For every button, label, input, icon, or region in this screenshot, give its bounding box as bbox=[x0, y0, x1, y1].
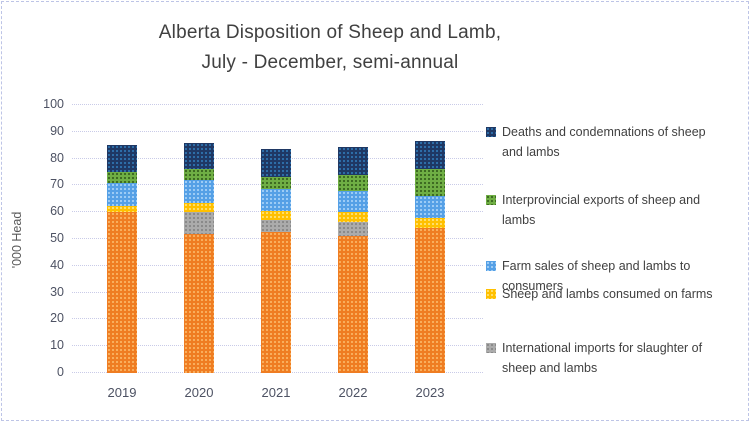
legend-item-yellow: Sheep and lambs consumed on farms bbox=[486, 284, 744, 304]
legend-swatch-gray bbox=[486, 343, 496, 353]
bar-segment-yellow-2023 bbox=[415, 217, 445, 229]
bar-segment-gray-2020 bbox=[184, 212, 214, 234]
legend-item-gray: International imports for slaughter of sh… bbox=[486, 338, 744, 378]
legend-label-blue: Farm sales of sheep and lambs to consumer… bbox=[502, 259, 691, 293]
x-tick-label-2019: 2019 bbox=[107, 385, 137, 400]
chart-title-line2: July - December, semi-annual bbox=[201, 52, 459, 73]
bar-2023 bbox=[415, 141, 445, 373]
gridline-90 bbox=[72, 130, 483, 132]
bar-segment-navy-2020 bbox=[184, 142, 214, 170]
bar-segment-orange-2019 bbox=[107, 212, 137, 373]
y-tick-label-0: 0 bbox=[57, 365, 64, 379]
bar-segment-blue-2022 bbox=[338, 190, 368, 213]
bar-segment-navy-2021 bbox=[261, 149, 291, 178]
bar-segment-orange-2023 bbox=[415, 228, 445, 373]
bar-2022 bbox=[338, 146, 368, 373]
legend-label-navy: Deaths and condemnations of sheep and lam… bbox=[502, 125, 706, 159]
bar-segment-yellow-2021 bbox=[261, 210, 291, 221]
chart-title: Alberta Disposition of Sheep and Lamb, J… bbox=[105, 18, 555, 78]
bar-segment-green-2020 bbox=[184, 169, 214, 181]
bar-segment-blue-2020 bbox=[184, 180, 214, 203]
x-tick-label-2021: 2021 bbox=[261, 385, 291, 400]
bar-segment-green-2022 bbox=[338, 174, 368, 191]
legend-item-blue: Farm sales of sheep and lambs to consumer… bbox=[486, 256, 744, 296]
bar-segment-yellow-2020 bbox=[184, 202, 214, 213]
bar-segment-blue-2023 bbox=[415, 196, 445, 218]
gridline-100 bbox=[72, 104, 483, 105]
y-tick-label-80: 80 bbox=[50, 150, 64, 165]
bar-segment-yellow-2022 bbox=[338, 212, 368, 222]
y-tick-label-50: 50 bbox=[50, 231, 64, 245]
y-tick-label-30: 30 bbox=[50, 284, 64, 299]
x-tick-label-2020: 2020 bbox=[184, 385, 214, 400]
legend-swatch-yellow bbox=[486, 289, 496, 299]
legend-swatch-blue bbox=[486, 261, 496, 271]
bar-segment-gray-2022 bbox=[338, 221, 368, 237]
bar-2019 bbox=[107, 145, 137, 373]
legend-swatch-navy bbox=[486, 127, 496, 137]
y-tick-label-40: 40 bbox=[50, 257, 64, 272]
y-axis-title: '000 Head bbox=[10, 211, 24, 269]
y-tick-label-60: 60 bbox=[50, 204, 64, 219]
legend-label-green: Interprovincial exports of sheep and lamb… bbox=[502, 193, 701, 227]
bar-segment-navy-2019 bbox=[107, 145, 137, 173]
chart-title-line1: Alberta Disposition of Sheep and Lamb, bbox=[158, 22, 502, 43]
bar-segment-orange-2022 bbox=[338, 236, 368, 373]
legend-item-navy: Deaths and condemnations of sheep and lam… bbox=[486, 122, 744, 162]
bar-segment-orange-2020 bbox=[184, 233, 214, 373]
y-tick-label-10: 10 bbox=[50, 338, 64, 353]
y-tick-label-70: 70 bbox=[50, 177, 64, 192]
bar-segment-green-2023 bbox=[415, 169, 445, 197]
bar-segment-gray-2021 bbox=[261, 220, 291, 233]
legend-label-yellow: Sheep and lambs consumed on farms bbox=[502, 287, 713, 301]
bar-segment-blue-2019 bbox=[107, 182, 137, 206]
legend-label-gray: International imports for slaughter of sh… bbox=[502, 341, 703, 375]
y-tick-label-100: 100 bbox=[43, 97, 64, 111]
bar-2020 bbox=[184, 142, 214, 373]
bar-segment-navy-2022 bbox=[338, 146, 368, 175]
bar-segment-green-2021 bbox=[261, 177, 291, 190]
y-tick-label-20: 20 bbox=[50, 311, 64, 326]
bar-segment-blue-2021 bbox=[261, 189, 291, 211]
bar-segment-navy-2023 bbox=[415, 141, 445, 170]
chart-legend: Deaths and condemnations of sheep and lam… bbox=[486, 0, 748, 422]
x-tick-label-2022: 2022 bbox=[338, 385, 368, 400]
bar-segment-yellow-2019 bbox=[107, 205, 137, 213]
plot-area bbox=[72, 104, 483, 373]
y-tick-label-90: 90 bbox=[50, 123, 64, 138]
legend-swatch-green bbox=[486, 195, 496, 205]
bar-segment-green-2019 bbox=[107, 172, 137, 183]
bar-segment-orange-2021 bbox=[261, 232, 291, 373]
x-tick-label-2023: 2023 bbox=[415, 385, 445, 400]
bar-2021 bbox=[261, 149, 291, 373]
legend-item-green: Interprovincial exports of sheep and lamb… bbox=[486, 190, 744, 230]
